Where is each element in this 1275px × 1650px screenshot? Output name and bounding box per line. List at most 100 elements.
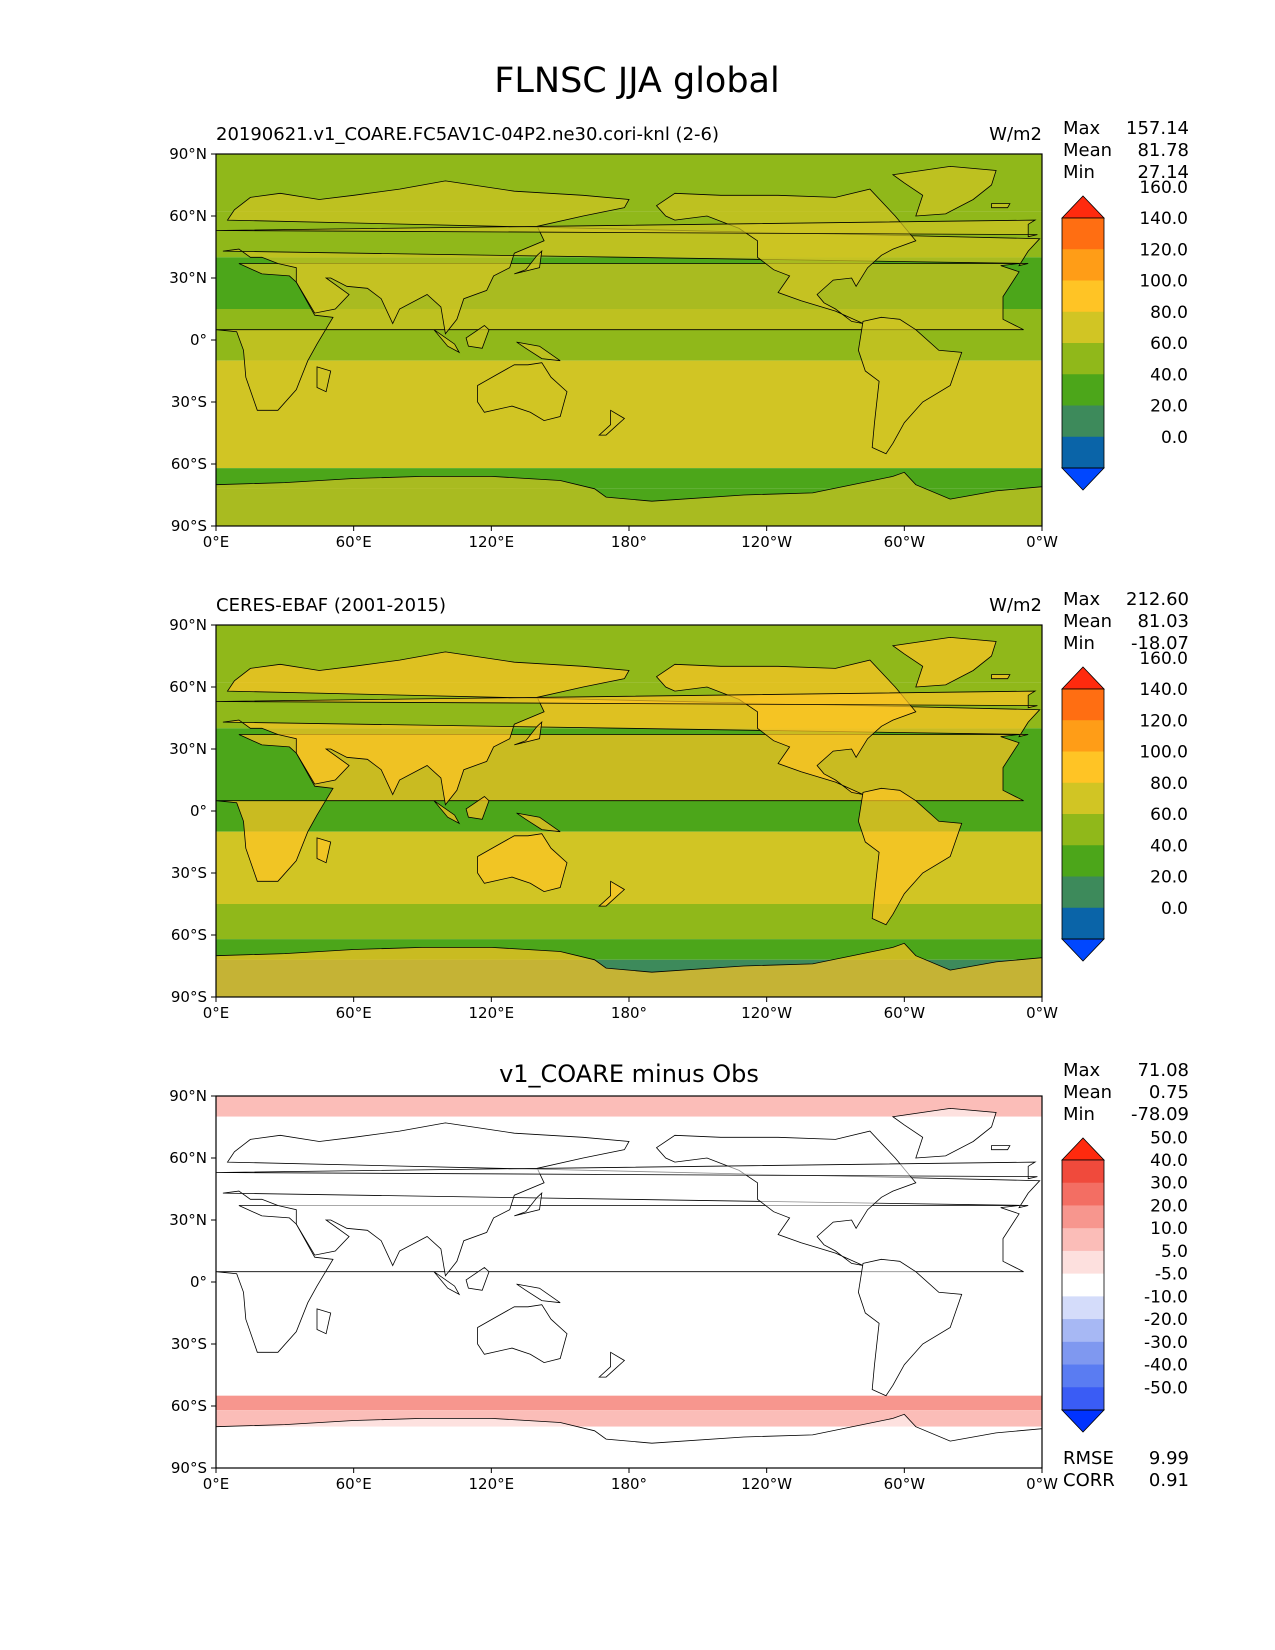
colorbar-tick-label: 20.0 — [1150, 868, 1188, 888]
colorbar-segment — [1062, 782, 1104, 815]
coastline-uk — [215, 219, 1038, 238]
colorbar-segment — [1062, 374, 1104, 406]
y-tick-label: 30°N — [169, 1211, 207, 1229]
extra-stats: RMSE 9.99 CORR 0.91 — [1063, 1448, 1189, 1491]
x-tick-label: 60°E — [336, 1475, 372, 1493]
coastline-australia — [477, 833, 568, 893]
colorbar-extend-min — [1061, 938, 1105, 962]
y-tick-label: 0° — [190, 1273, 207, 1291]
y-tick-label: 90°N — [169, 616, 207, 634]
coastline-sumatra — [433, 800, 461, 825]
y-tick-label: 60°S — [171, 1397, 207, 1415]
coastline-uk — [215, 690, 1038, 709]
extra-stat-value: 9.99 — [1149, 1448, 1189, 1469]
y-tick-label: 90°N — [169, 145, 207, 163]
panel-diff: v1_COARE minus Obs 0°E 60°E 120°E 180° 120°W… — [169, 1060, 1189, 1493]
stat-value: -18.07 — [1131, 633, 1189, 654]
map-area — [215, 1095, 1043, 1469]
y-tick-label: 60°N — [169, 1149, 207, 1167]
x-tick-label: 0°E — [203, 533, 230, 551]
coastline-south-america — [857, 1258, 963, 1397]
coastline-iceland — [991, 674, 1011, 680]
x-tick-label: 120°E — [469, 1004, 515, 1022]
colorbar-segment — [1062, 1296, 1104, 1320]
colorbar-segment — [1062, 280, 1104, 313]
coastline-new-zealand — [598, 880, 626, 907]
stat-label: Max — [1063, 1060, 1101, 1081]
colorbar-segment — [1062, 814, 1104, 846]
colorbar-segment — [1062, 1364, 1104, 1388]
colorbar-segment — [1062, 876, 1104, 909]
stats-box: Max 71.08 Mean 0.75 Min -78.09 — [1063, 1060, 1189, 1125]
colorbar-tick-label: 60.0 — [1150, 805, 1188, 825]
y-axis: 90°N 60°N 30°N 0° 30°S 60°S 90°S — [169, 616, 216, 1006]
coastline-eurasia — [222, 180, 1041, 335]
x-axis: 0°E 60°E 120°E 180° 120°W 60°W 0°W — [203, 997, 1058, 1022]
colorbar-segment — [1062, 720, 1104, 752]
coastline-new-guinea — [516, 1283, 561, 1304]
colorbar-tick-label: 120.0 — [1139, 240, 1188, 260]
coastline-antarctica — [215, 1413, 1043, 1469]
coastline-eurasia — [222, 651, 1041, 806]
stat-value: 71.08 — [1137, 1060, 1189, 1081]
stat-label: Min — [1063, 633, 1095, 654]
stat-label: Max — [1063, 589, 1101, 610]
coastline-borneo — [465, 324, 490, 349]
colorbar-tick-label: 20.0 — [1150, 1196, 1188, 1216]
colorbar-extend-max — [1061, 195, 1105, 219]
coastline-antarctica — [215, 942, 1043, 998]
y-axis: 90°N 60°N 30°N 0° 30°S 60°S 90°S — [169, 145, 216, 535]
colorbar-tick-label: 0.0 — [1161, 428, 1188, 448]
colorbar-segment — [1062, 436, 1104, 469]
colorbar-tick-label: 140.0 — [1139, 209, 1188, 229]
colorbar-tick-label: 160.0 — [1139, 649, 1188, 669]
coastline-japan — [514, 721, 543, 746]
colorbar-tick-label: 60.0 — [1150, 334, 1188, 354]
coastline-south-america — [857, 316, 963, 455]
colorbar-frame — [1061, 217, 1105, 469]
x-axis: 0°E 60°E 120°E 180° 120°W 60°W 0°W — [203, 1468, 1058, 1493]
coastline-madagascar — [316, 1308, 332, 1335]
panel-units: W/m2 — [989, 124, 1042, 145]
colorbar-tick-label: 50.0 — [1150, 1128, 1188, 1148]
x-tick-label: 60°W — [884, 1004, 926, 1022]
coastline-greenland — [891, 636, 997, 688]
colorbar-segment — [1062, 311, 1104, 344]
colorbar-tick-label: -50.0 — [1144, 1378, 1188, 1398]
coastline-south-america — [857, 787, 963, 926]
stat-value: 0.75 — [1149, 1082, 1189, 1103]
x-tick-label: 180° — [611, 1475, 647, 1493]
colorbar-tick-label: 20.0 — [1150, 397, 1188, 417]
y-tick-label: 0° — [190, 802, 207, 820]
colorbar-extend-max — [1061, 666, 1105, 690]
x-tick-label: 60°E — [336, 1004, 372, 1022]
colorbar-frame — [1061, 688, 1105, 940]
colorbar: 0.0 20.0 40.0 60.0 80.0 100.0 120.0 140.0 160.0 — [1061, 649, 1188, 962]
field-band — [216, 1096, 1042, 1117]
stat-label: Min — [1063, 162, 1095, 183]
map-area — [215, 153, 1043, 527]
panel-center-title: v1_COARE minus Obs — [499, 1060, 759, 1088]
colorbar-extend-min — [1061, 1409, 1105, 1433]
colorbar-tick-label: 80.0 — [1150, 774, 1188, 794]
coastline-japan — [514, 250, 543, 275]
coastline-iceland — [991, 1145, 1011, 1151]
colorbar-segment — [1062, 1341, 1104, 1366]
panel-reference: CERES-EBAF (2001-2015) W/m2 0°E 60°E 120°E… — [169, 589, 1189, 1022]
stat-value: -78.09 — [1131, 1104, 1189, 1125]
x-tick-label: 0°W — [1026, 1004, 1058, 1022]
colorbar-segment — [1062, 1160, 1104, 1184]
x-tick-label: 120°E — [469, 533, 515, 551]
coastline-sumatra — [433, 329, 461, 354]
x-tick-label: 180° — [611, 1004, 647, 1022]
colorbar-tick-label: 100.0 — [1139, 272, 1188, 292]
extra-stat-label: RMSE — [1063, 1448, 1114, 1469]
y-tick-label: 90°S — [171, 517, 207, 535]
colorbar-tick-label: 120.0 — [1139, 711, 1188, 731]
colorbar-tick-label: 140.0 — [1139, 680, 1188, 700]
coastline-australia — [477, 362, 568, 422]
x-tick-label: 60°E — [336, 533, 372, 551]
stat-label: Min — [1063, 1104, 1095, 1125]
colorbar-segment — [1062, 1319, 1104, 1343]
x-tick-label: 180° — [611, 533, 647, 551]
